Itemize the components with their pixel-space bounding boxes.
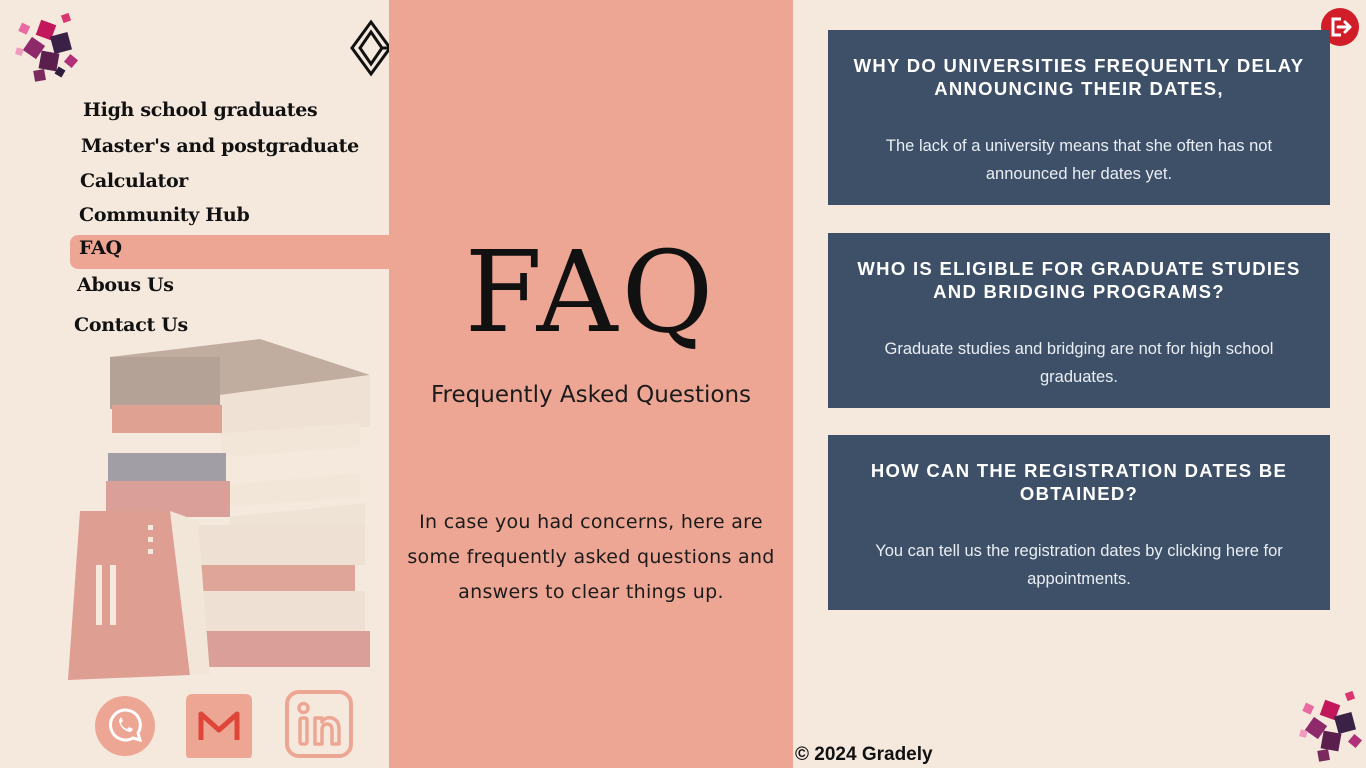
faq-card[interactable]: WHY DO UNIVERSITIES FREQUENTLY DELAY ANN… [828, 30, 1330, 205]
whatsapp-button[interactable] [92, 692, 158, 758]
faq-card[interactable]: HOW CAN THE REGISTRATION DATES BE OBTAIN… [828, 435, 1330, 610]
nav-item-contact-us[interactable]: Contact Us [74, 314, 188, 336]
page-title: FAQ [464, 228, 718, 358]
hero-panel [389, 0, 793, 768]
nav-active-highlight [70, 235, 389, 269]
whatsapp-icon [95, 696, 155, 756]
linkedin-button[interactable] [284, 689, 354, 759]
gmail-button[interactable] [186, 692, 252, 760]
books-stack-illustration [68, 339, 370, 680]
cubes-cluster-icon [15, 12, 79, 82]
nav-item-faq[interactable]: FAQ [79, 237, 122, 259]
nav-item-community-hub[interactable]: Community Hub [79, 204, 250, 226]
sidebar: High school graduates Master's and postg… [0, 0, 428, 768]
page-subtitle: Frequently Asked Questions [430, 382, 752, 408]
cubes-cluster-icon [1299, 690, 1363, 762]
gmail-icon [186, 694, 252, 760]
faq-card[interactable]: WHO IS ELIGIBLE FOR GRADUATE STUDIES AND… [828, 233, 1330, 408]
nav-item-high-school-graduates[interactable]: High school graduates [83, 99, 318, 121]
page-description: In case you had concerns, here are some … [407, 511, 775, 603]
footer-copyright: © 2024 Gradely [795, 744, 933, 765]
nav-item-masters-postgraduate[interactable]: Master's and postgraduate [81, 135, 359, 157]
faq-answer: You can tell us the registration dates b… [875, 542, 1283, 588]
faq-answer: Graduate studies and bridging are not fo… [884, 340, 1274, 386]
logout-icon [1331, 17, 1352, 37]
nav-item-calculator[interactable]: Calculator [80, 170, 189, 192]
faq-question: HOW CAN THE REGISTRATION DATES BE OBTAIN… [870, 460, 1288, 504]
faq-question: WHO IS ELIGIBLE FOR GRADUATE STUDIES AND… [857, 258, 1301, 302]
linkedin-icon [285, 690, 353, 758]
faq-answer: The lack of a university means that she … [885, 137, 1273, 183]
faq-question: WHY DO UNIVERSITIES FREQUENTLY DELAY ANN… [853, 55, 1305, 99]
nav-item-about-us[interactable]: Abous Us [77, 274, 174, 296]
